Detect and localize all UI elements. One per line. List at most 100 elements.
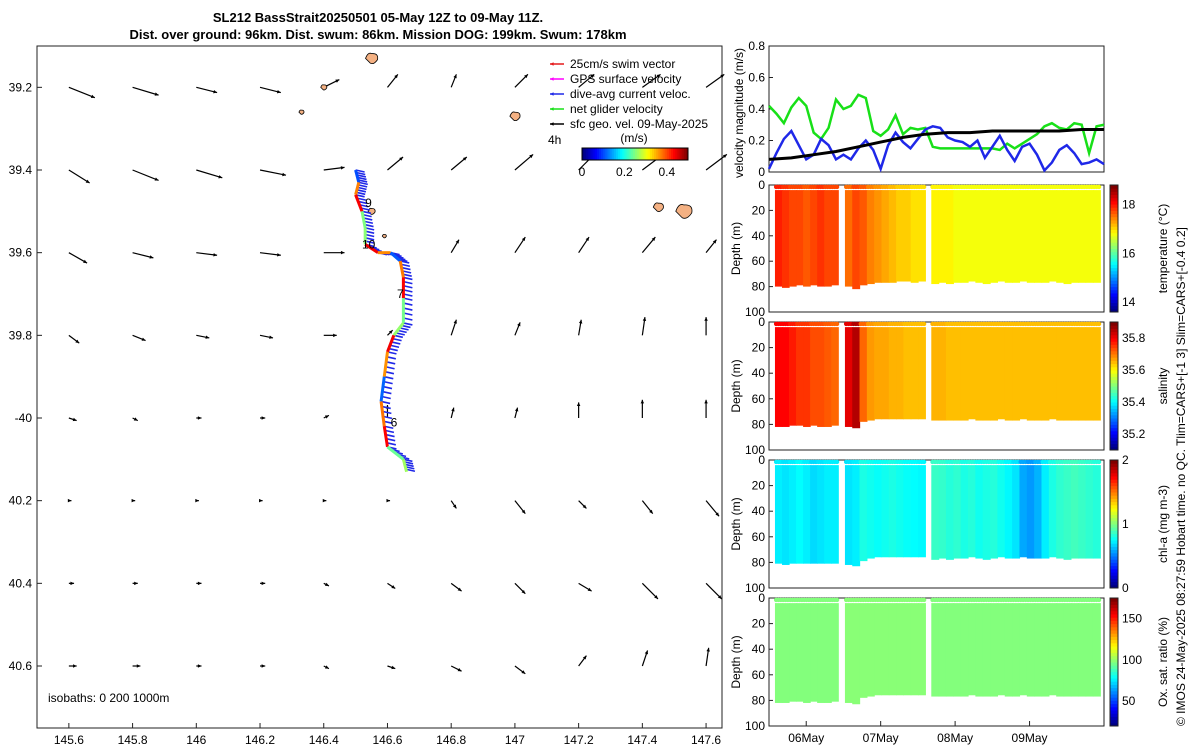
geo-vector-head: [83, 259, 88, 264]
velocity-y-tick-label: 0: [758, 165, 765, 179]
current-vector: [385, 365, 395, 370]
section-colorbar-tick-label: 150: [1122, 612, 1142, 626]
section-colorbar-cell: [1110, 652, 1118, 657]
geo-vector-head: [197, 416, 202, 420]
section-cell: [844, 465, 853, 565]
section-cell: [810, 190, 818, 286]
colorbar-cell: [647, 148, 651, 160]
surface-dot: [1096, 459, 1102, 465]
current-vector: [383, 380, 393, 385]
section-cell: [997, 327, 1006, 420]
section-colorbar-cell: [1110, 210, 1118, 215]
section-colorbar-cell: [1110, 191, 1118, 196]
geo-vector-head: [457, 587, 462, 592]
section-cell: [1085, 603, 1094, 697]
section-colorbar-cell: [1110, 379, 1118, 384]
section-colorbar-cell: [1110, 302, 1118, 307]
section-colorbar-cell: [1110, 242, 1118, 246]
geo-vector-head: [134, 581, 138, 586]
track-segment: [401, 458, 409, 473]
map-panel: 145.6 145.8 146 146.2 146.4 146.6 146.8 147 147.…: [9, 45, 728, 747]
section-colorbar-cell: [1110, 402, 1118, 406]
legend-arrow-head: [550, 107, 554, 111]
geo-vector: [132, 169, 159, 181]
section-colorbar-cell: [1110, 604, 1118, 609]
section-cell: [960, 190, 969, 283]
current-vector: [386, 361, 396, 365]
section-cell: [1063, 327, 1072, 421]
section-colorbar-cell: [1110, 620, 1118, 625]
geo-vector-head: [261, 664, 266, 668]
geo-vector-head: [712, 239, 717, 244]
section-colorbar-cell: [1110, 584, 1118, 589]
section-cell: [1092, 190, 1101, 283]
section-colorbar-cell: [1110, 552, 1118, 557]
section-colorbar-cell: [1110, 719, 1118, 724]
section-cell: [859, 327, 868, 422]
current-vector: [384, 370, 395, 375]
geo-vector-head: [582, 504, 587, 509]
section-cell: [881, 603, 890, 696]
section-colorbar-cell: [1110, 710, 1118, 714]
section-cell: [888, 190, 897, 283]
section-cell: [896, 327, 905, 420]
section-cell: [810, 603, 818, 702]
section-colorbar-cell: [1110, 440, 1118, 445]
section-colorbar-cell: [1110, 389, 1118, 393]
section-cell: [881, 465, 890, 558]
section-y-tick-label: 60: [752, 254, 766, 268]
section-cell: [874, 327, 883, 420]
colorbar-cell: [683, 148, 687, 160]
geo-vector-head: [67, 498, 72, 503]
section-cell: [781, 190, 790, 288]
day-label: 10: [362, 238, 376, 252]
colorbar-cell: [613, 148, 617, 160]
current-vector: [358, 181, 368, 186]
geo-vector-head: [704, 317, 708, 321]
section-colorbar-cell: [1110, 350, 1118, 355]
section-cell: [1085, 327, 1094, 421]
track-segment: [364, 243, 379, 254]
section-cell: [903, 465, 912, 558]
section-colorbar-cell: [1110, 418, 1118, 422]
geo-vector-head: [521, 509, 526, 514]
section-colorbar-cell: [1110, 405, 1118, 409]
section-colorbar-cell: [1110, 308, 1118, 313]
geo-vector-head: [391, 585, 396, 589]
geo-vector-head: [276, 89, 281, 94]
section-cell: [1012, 327, 1021, 421]
section-colorbar-cell: [1110, 213, 1118, 218]
colorbar-cell: [649, 148, 653, 160]
section-colorbar-cell: [1110, 264, 1118, 269]
geo-vector-head: [455, 239, 459, 244]
section-colorbar-cell: [1110, 430, 1118, 435]
surface-dot: [834, 597, 840, 603]
section-cell: [975, 327, 984, 421]
section-colorbar-cell: [1110, 649, 1118, 653]
geo-vector-head: [261, 416, 266, 420]
section-cell: [859, 603, 868, 698]
section-colorbar-cell: [1110, 207, 1118, 211]
geo-vector: [196, 169, 223, 179]
section-cell: [1048, 327, 1057, 420]
colorbar-cell: [656, 148, 659, 160]
section-colorbar-cell: [1110, 292, 1118, 297]
section-ylabel: Depth (m): [729, 359, 743, 412]
geo-vector-head: [706, 647, 710, 652]
section-cell: [1026, 190, 1035, 283]
section-colorbar-tick-label: 100: [1122, 653, 1142, 667]
section-cell: [968, 327, 976, 420]
legend-label: GPS surface velocity: [570, 72, 681, 86]
geo-vector: [68, 169, 90, 184]
section-colorbar-cell: [1110, 536, 1118, 541]
time-tick-label: 08May: [937, 731, 973, 745]
map-x-tick-label: 146.8: [436, 733, 466, 747]
section-y-tick-label: 80: [752, 555, 766, 569]
section-cell: [938, 465, 947, 559]
section-cell: [781, 603, 790, 703]
map-y-tick-label: 40.2: [9, 494, 33, 508]
section-colorbar-cell: [1110, 200, 1118, 205]
section-cell: [918, 465, 926, 558]
section-colorbar-cell: [1110, 530, 1118, 535]
